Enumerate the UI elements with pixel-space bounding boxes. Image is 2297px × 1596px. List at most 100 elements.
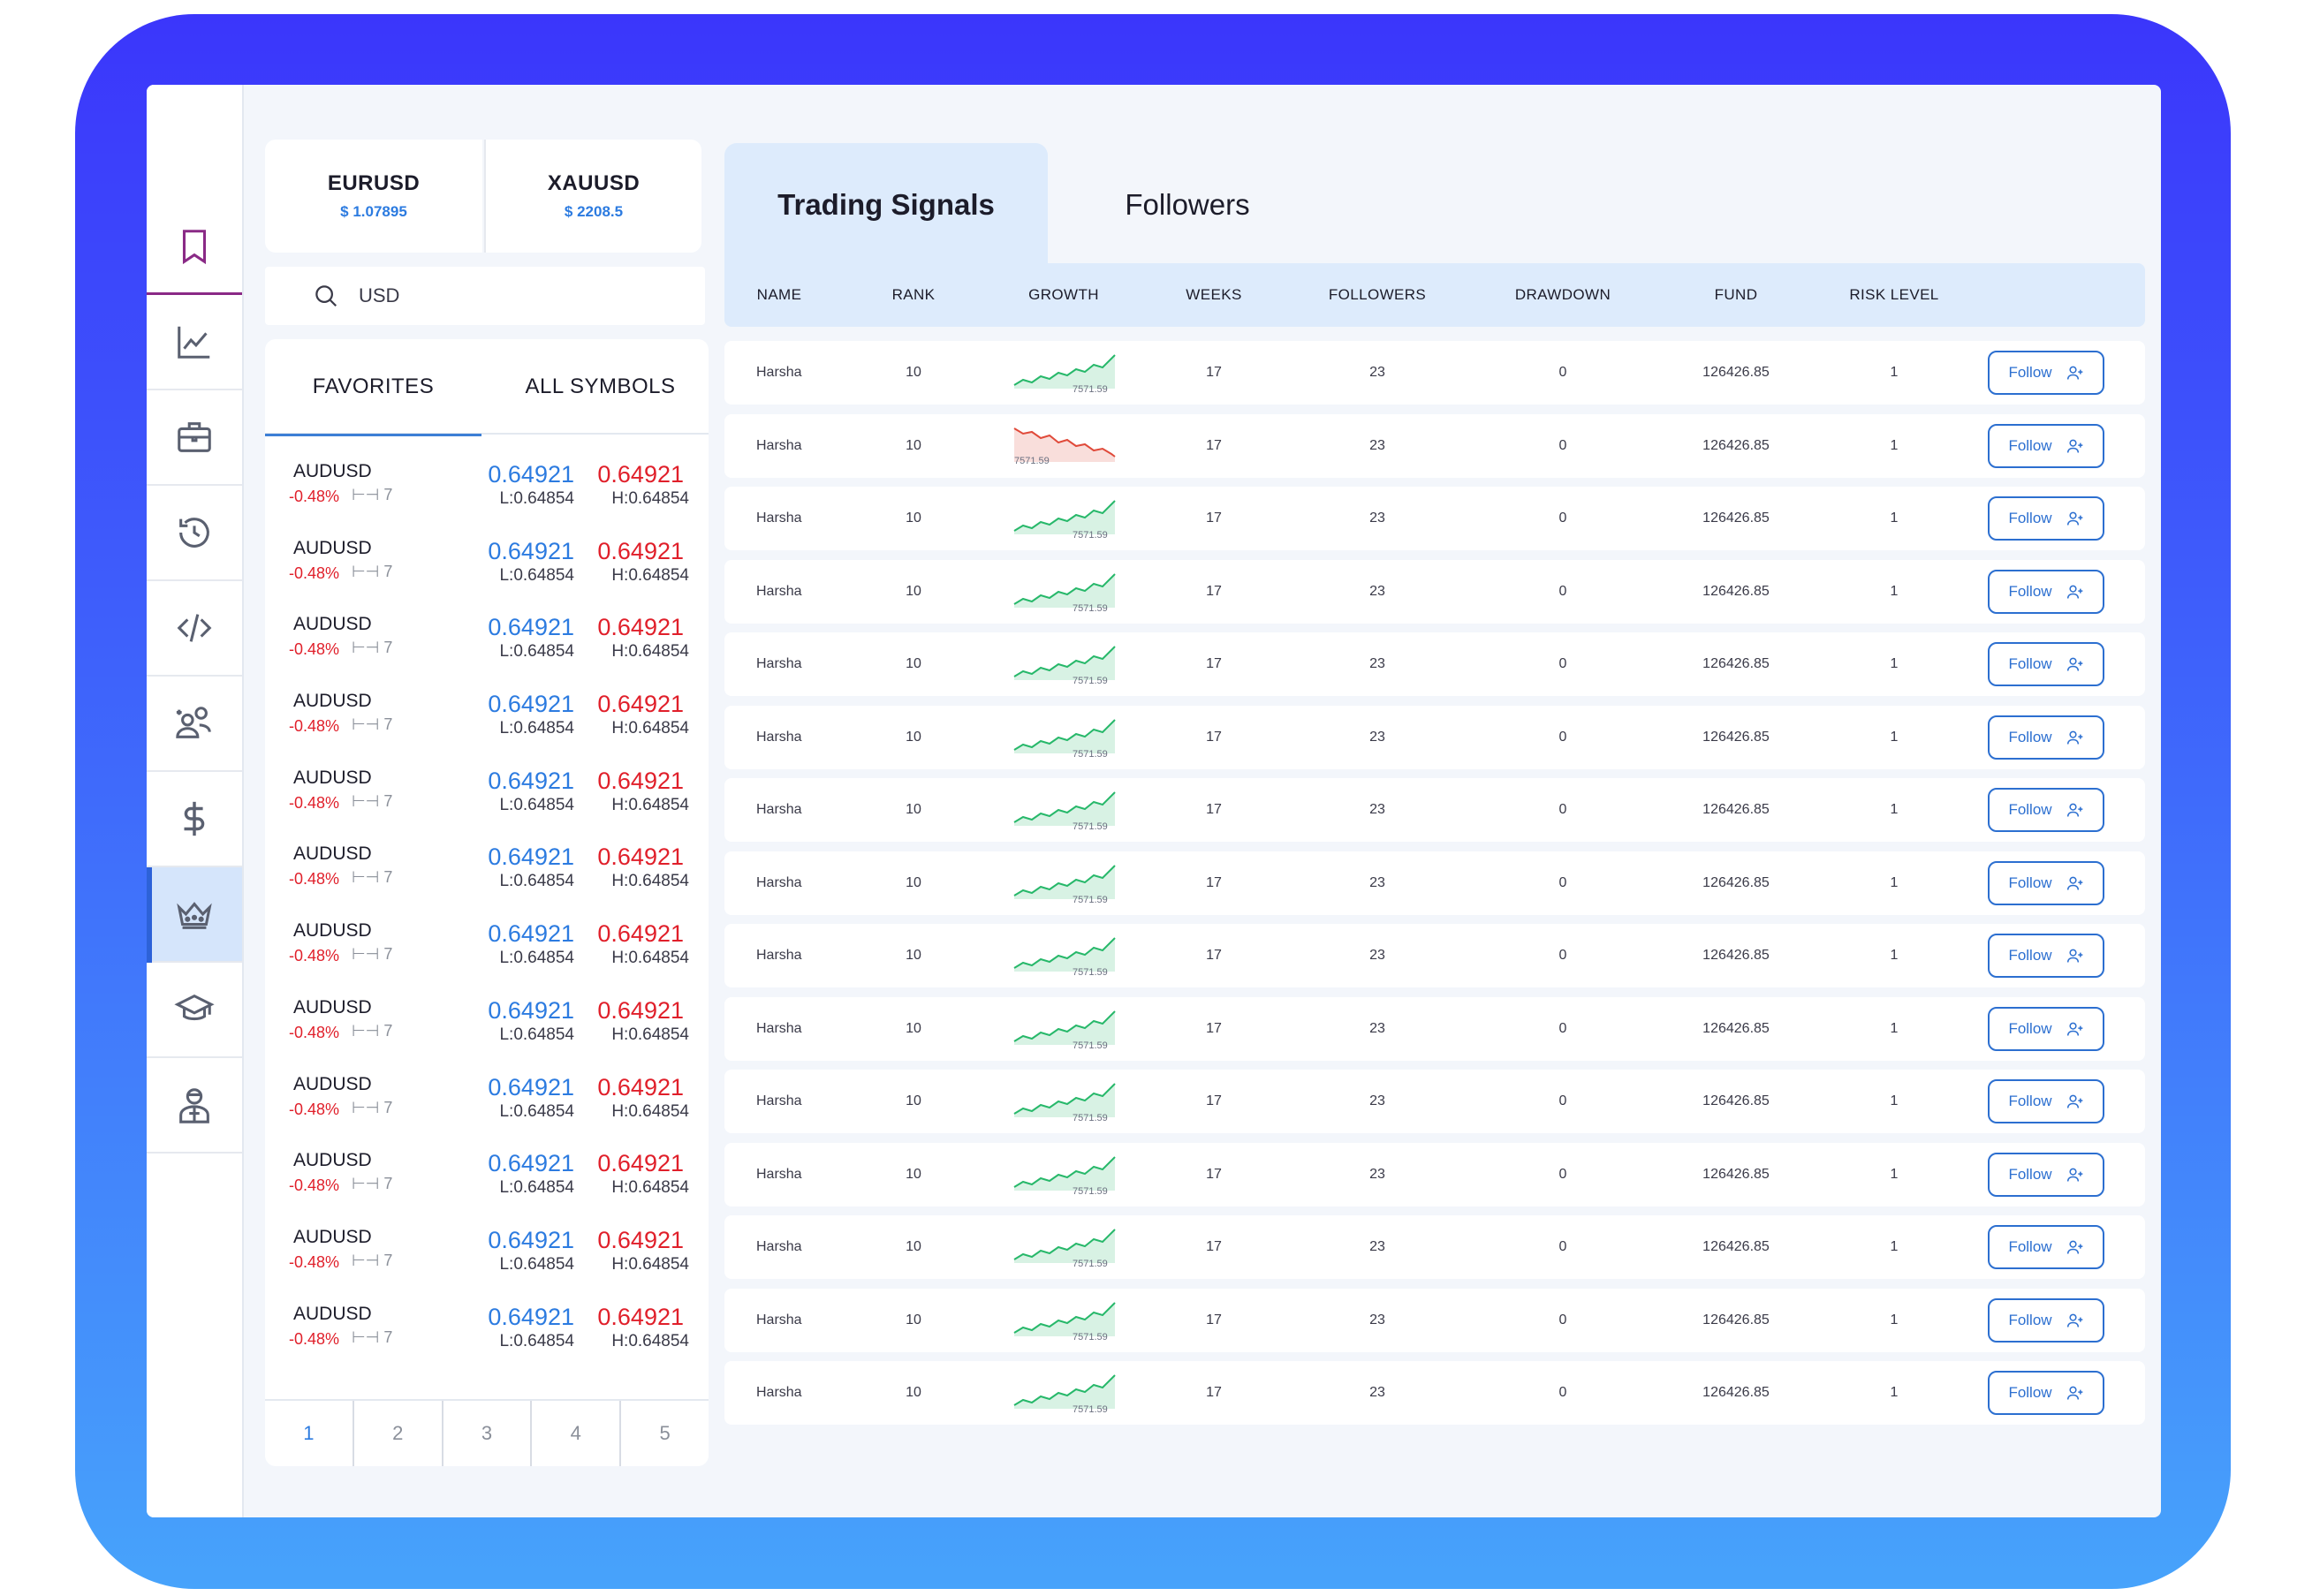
page-button-2[interactable]: 2 <box>354 1401 443 1466</box>
follow-button[interactable]: Follow <box>1988 642 2104 686</box>
table-row[interactable]: Harsha 10 17 23 0 126426.85 1 7571.59 Follow <box>724 1070 2145 1133</box>
sidebar-item-portfolio[interactable] <box>147 390 242 486</box>
table-row[interactable]: Harsha 10 17 23 0 126426.85 1 7571.59 Follow <box>724 1361 2145 1425</box>
watchlist-row[interactable]: AUDUSD -0.48% ⊢⊣ 7 0.64921 0.64921 L:0.64854 H… <box>265 678 709 755</box>
watchlist-row[interactable]: AUDUSD -0.48% ⊢⊣ 7 0.64921 0.64921 L:0.64854 H… <box>265 601 709 678</box>
table-row[interactable]: Harsha 10 17 23 0 126426.85 1 7571.59 Follow <box>724 1215 2145 1279</box>
table-row[interactable]: Harsha 10 17 23 0 126426.85 1 7571.59 Follow <box>724 996 2145 1061</box>
bid-price[interactable]: 0.64921 <box>488 1073 574 1101</box>
ask-price[interactable]: 0.64921 <box>597 996 684 1024</box>
ask-price[interactable]: 0.64921 <box>597 461 684 488</box>
ask-price[interactable]: 0.64921 <box>597 843 684 871</box>
table-row[interactable]: Harsha 10 17 23 0 126426.85 1 7571.59 Follow <box>724 778 2145 842</box>
table-row[interactable]: Harsha 10 17 23 0 126426.85 1 7571.59 Follow <box>724 1142 2145 1206</box>
table-row[interactable]: Harsha 10 17 23 0 126426.85 1 7571.59 Follow <box>724 705 2145 769</box>
follow-button[interactable]: Follow <box>1988 1297 2104 1343</box>
bid-price[interactable]: 0.64921 <box>488 691 574 718</box>
bid-price[interactable]: 0.64921 <box>488 920 574 948</box>
bid-price[interactable]: 0.64921 <box>488 537 574 564</box>
ask-price[interactable]: 0.64921 <box>597 920 684 948</box>
bid-price[interactable]: 0.64921 <box>488 843 574 871</box>
watchlist-row[interactable]: AUDUSD -0.48% ⊢⊣ 7 0.64921 0.64921 L:0.64854 H… <box>265 1214 709 1291</box>
bid-price[interactable]: 0.64921 <box>488 461 574 488</box>
sidebar-item-account-manager[interactable] <box>147 1058 242 1154</box>
follow-button[interactable]: Follow <box>1988 351 2104 395</box>
sidebar-item-bookmarks[interactable] <box>147 200 242 295</box>
sidebar-item-history[interactable] <box>147 486 242 581</box>
follow-button[interactable]: Follow <box>1988 569 2104 614</box>
follow-button[interactable]: Follow <box>1988 1152 2104 1197</box>
column-followers[interactable]: FOLLOWERS <box>1328 286 1427 303</box>
follow-button[interactable]: Follow <box>1988 715 2104 760</box>
search-input[interactable] <box>359 284 694 307</box>
watchlist-row[interactable]: AUDUSD -0.48% ⊢⊣ 7 0.64921 0.64921 L:0.64854 H… <box>265 449 709 526</box>
sidebar-item-users[interactable] <box>147 677 242 772</box>
table-row[interactable]: Harsha 10 17 23 0 126426.85 1 7571.59 Follow <box>724 851 2145 915</box>
follow-button[interactable]: Follow <box>1988 860 2104 905</box>
column-weeks[interactable]: WEEKS <box>1186 286 1242 303</box>
ask-price[interactable]: 0.64921 <box>597 1226 684 1253</box>
tab-favorites[interactable]: FAVORITES <box>265 339 481 436</box>
bid-price[interactable]: 0.64921 <box>488 767 574 794</box>
watchlist-row[interactable]: AUDUSD -0.48% ⊢⊣ 7 0.64921 0.64921 L:0.64854 H… <box>265 755 709 832</box>
column-growth[interactable]: GROWTH <box>1028 286 1099 303</box>
follow-button[interactable]: Follow <box>1988 1006 2104 1051</box>
tab-all-symbols[interactable]: ALL SYMBOLS <box>525 374 676 398</box>
page-button-3[interactable]: 3 <box>443 1401 533 1466</box>
follow-button[interactable]: Follow <box>1988 496 2104 541</box>
table-row[interactable]: Harsha 10 17 23 0 126426.85 1 7571.59 Follow <box>724 632 2145 696</box>
watchlist-row[interactable]: AUDUSD -0.48% ⊢⊣ 7 0.64921 0.64921 L:0.64854 H… <box>265 1062 709 1138</box>
column-risk-level[interactable]: RISK LEVEL <box>1849 286 1939 303</box>
follow-button[interactable]: Follow <box>1988 423 2104 468</box>
table-row[interactable]: Harsha 10 17 23 0 126426.85 1 7571.59 Follow <box>724 413 2145 478</box>
table-row[interactable]: Harsha 10 17 23 0 126426.85 1 7571.59 Follow <box>724 487 2145 550</box>
table-row[interactable]: Harsha 10 17 23 0 126426.85 1 7571.59 Follow <box>724 341 2145 405</box>
table-row[interactable]: Harsha 10 17 23 0 126426.85 1 7571.59 Follow <box>724 559 2145 624</box>
watchlist-row[interactable]: AUDUSD -0.48% ⊢⊣ 7 0.64921 0.64921 L:0.64854 H… <box>265 1138 709 1214</box>
sidebar-item-api[interactable] <box>147 581 242 677</box>
page-button-1[interactable]: 1 <box>265 1401 354 1466</box>
ask-price[interactable]: 0.64921 <box>597 1303 684 1330</box>
symbol-search[interactable] <box>265 267 705 325</box>
watchlist-row[interactable]: AUDUSD -0.48% ⊢⊣ 7 0.64921 0.64921 L:0.64854 H… <box>265 908 709 985</box>
ask-price[interactable]: 0.64921 <box>597 614 684 641</box>
sidebar-item-signals[interactable] <box>147 867 242 963</box>
tab-trading-signals[interactable]: Trading Signals <box>724 143 1048 267</box>
ticker-card-eurusd[interactable]: EURUSD $ 1.07895 <box>265 140 482 253</box>
follow-button[interactable]: Follow <box>1988 788 2104 832</box>
ticker-card-xauusd[interactable]: XAUUSD $ 2208.5 <box>484 140 701 253</box>
ask-price[interactable]: 0.64921 <box>597 1150 684 1177</box>
watchlist-row[interactable]: AUDUSD -0.48% ⊢⊣ 7 0.64921 0.64921 L:0.64854 H… <box>265 985 709 1062</box>
page-button-5[interactable]: 5 <box>659 1422 671 1444</box>
page-button-4[interactable]: 4 <box>532 1401 622 1466</box>
follow-button[interactable]: Follow <box>1988 1225 2104 1269</box>
sidebar-item-charts[interactable] <box>147 295 242 390</box>
column-name[interactable]: NAME <box>756 286 802 303</box>
ask-price[interactable]: 0.64921 <box>597 1073 684 1101</box>
column-rank[interactable]: RANK <box>891 286 936 303</box>
bid-price[interactable]: 0.64921 <box>488 1226 574 1253</box>
ask-price[interactable]: 0.64921 <box>597 537 684 564</box>
follow-button[interactable]: Follow <box>1988 934 2104 978</box>
column-drawdown[interactable]: DRAWDOWN <box>1514 286 1611 303</box>
column-fund[interactable]: FUND <box>1714 286 1758 303</box>
watchlist-row[interactable]: AUDUSD -0.48% ⊢⊣ 7 0.64921 0.64921 L:0.64854 H… <box>265 526 709 602</box>
drawdown-cell: 0 <box>1558 437 1567 453</box>
sidebar-item-funds[interactable] <box>147 772 242 867</box>
follow-button[interactable]: Follow <box>1988 1079 2104 1123</box>
sidebar-item-education[interactable] <box>147 963 242 1058</box>
watchlist-list[interactable]: AUDUSD -0.48% ⊢⊣ 7 0.64921 0.64921 L:0.64854 H… <box>265 449 709 1358</box>
bid-price[interactable]: 0.64921 <box>488 1303 574 1330</box>
table-row[interactable]: Harsha 10 17 23 0 126426.85 1 7571.59 Follow <box>724 924 2145 987</box>
bid-price[interactable]: 0.64921 <box>488 996 574 1024</box>
bid-price[interactable]: 0.64921 <box>488 1150 574 1177</box>
ask-price[interactable]: 0.64921 <box>597 767 684 794</box>
watchlist-row[interactable]: AUDUSD -0.48% ⊢⊣ 7 0.64921 0.64921 L:0.64854 H… <box>265 1291 709 1358</box>
watchlist-row[interactable]: AUDUSD -0.48% ⊢⊣ 7 0.64921 0.64921 L:0.64854 H… <box>265 831 709 908</box>
ask-price[interactable]: 0.64921 <box>597 691 684 718</box>
follow-button[interactable]: Follow <box>1988 1371 2104 1415</box>
tab-followers[interactable]: Followers <box>1125 188 1250 221</box>
growth-value: 7571.59 <box>1073 384 1108 395</box>
bid-price[interactable]: 0.64921 <box>488 614 574 641</box>
table-row[interactable]: Harsha 10 17 23 0 126426.85 1 7571.59 Follow <box>724 1288 2145 1352</box>
